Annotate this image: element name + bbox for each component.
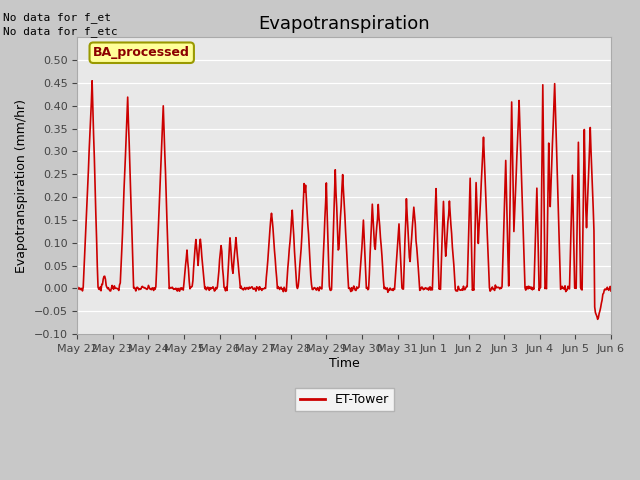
ET-Tower <box>388 286 396 292</box>
Line: ET-Tower: ET-Tower <box>77 81 611 319</box>
Legend: ET-Tower: ET-Tower <box>294 388 394 411</box>
Text: No data for f_et: No data for f_et <box>3 12 111 23</box>
ET-Tower <box>441 240 449 245</box>
ET-Tower <box>191 244 199 250</box>
Text: BA_processed: BA_processed <box>93 46 190 59</box>
Title: Evapotranspiration: Evapotranspiration <box>259 15 430 33</box>
ET-Tower <box>559 286 566 291</box>
ET-Tower <box>594 316 602 322</box>
ET-Tower <box>337 214 344 220</box>
ET-Tower <box>74 283 81 289</box>
ET-Tower <box>88 78 96 84</box>
ET-Tower <box>607 288 615 294</box>
X-axis label: Time: Time <box>329 357 360 370</box>
Y-axis label: Evapotranspiration (mm/hr): Evapotranspiration (mm/hr) <box>15 99 28 273</box>
Text: No data for f_etc: No data for f_etc <box>3 26 118 37</box>
ET-Tower <box>214 276 222 282</box>
